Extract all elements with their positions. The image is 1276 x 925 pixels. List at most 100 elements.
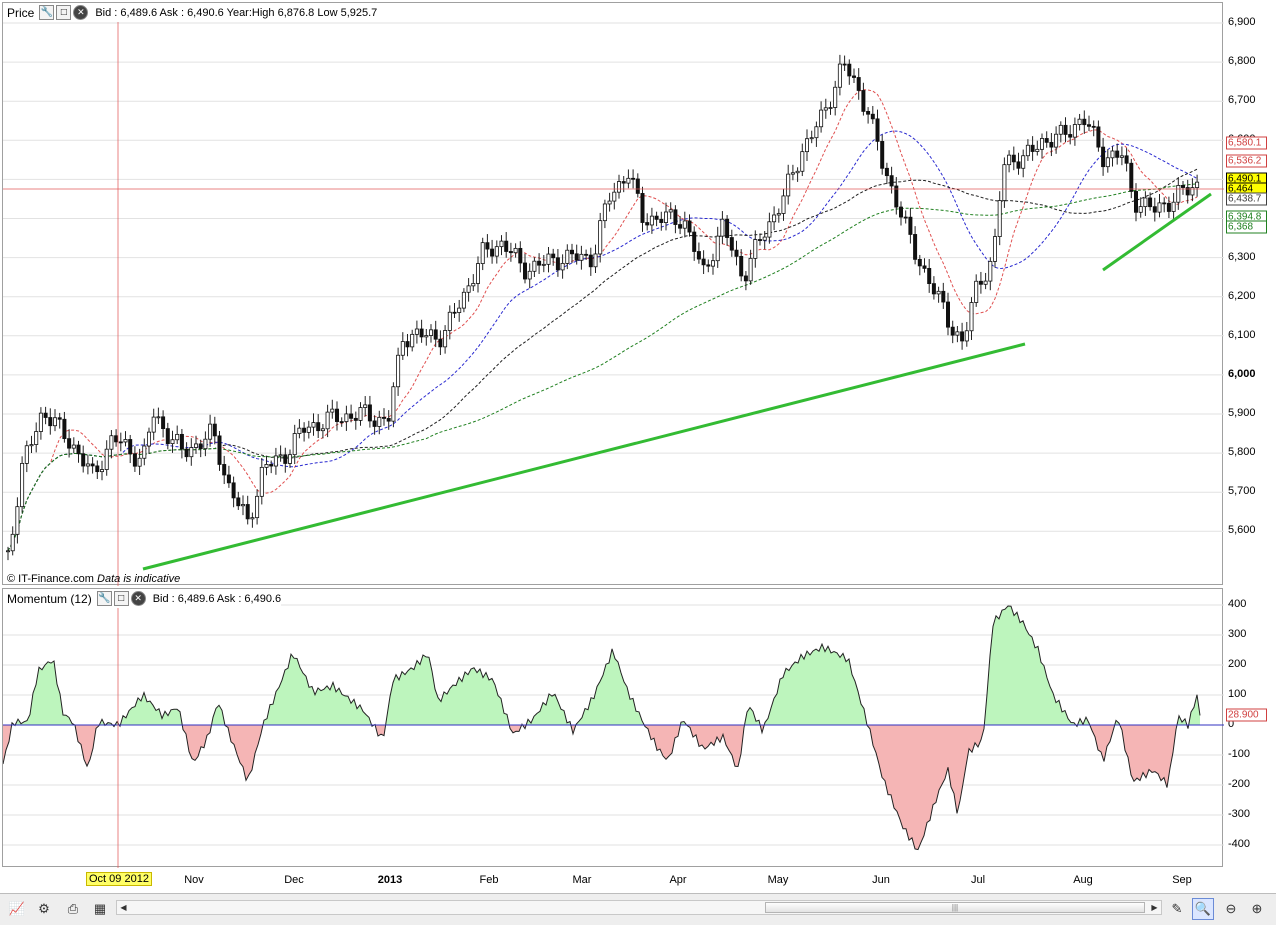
- zoom-fit-icon[interactable]: 🔍: [1192, 898, 1214, 920]
- candle-body: [499, 240, 504, 248]
- candle-body: [734, 249, 739, 257]
- x-axis-label: Apr: [669, 874, 687, 886]
- zoom-out-icon[interactable]: ⊖: [1225, 901, 1237, 916]
- candle-body: [508, 251, 513, 254]
- candle-body: [701, 258, 706, 266]
- candle-body: [1087, 124, 1092, 127]
- candle-body: [819, 109, 824, 128]
- candle-body: [922, 265, 927, 269]
- candle-body: [273, 455, 278, 467]
- candle-body: [809, 137, 814, 140]
- candle-body: [137, 457, 142, 467]
- candle-body: [772, 214, 777, 223]
- candle-body: [617, 181, 622, 193]
- wrench-icon[interactable]: 🔧: [39, 5, 55, 20]
- candle-body: [917, 258, 922, 267]
- candle-body: [1185, 187, 1190, 196]
- candle-body: [1148, 197, 1153, 208]
- price-tick-label: 5,900: [1228, 407, 1256, 419]
- drawing-icon[interactable]: ✎: [1171, 901, 1183, 916]
- candle-body: [894, 185, 899, 208]
- candle-body: [283, 454, 288, 464]
- candle-body: [955, 331, 960, 336]
- chart-icon[interactable]: 📈: [8, 901, 26, 916]
- candle-body: [146, 431, 151, 447]
- candle-body: [1166, 202, 1171, 212]
- candle-body: [711, 260, 716, 267]
- candle-body: [964, 330, 969, 342]
- candle-body: [513, 247, 518, 254]
- candle-body: [978, 280, 983, 285]
- candle-body: [62, 418, 67, 440]
- credit-note: Data is indicative: [97, 573, 181, 585]
- close-icon[interactable]: ✕: [73, 5, 89, 20]
- print-icon[interactable]: ⎙: [67, 901, 79, 916]
- close-icon[interactable]: ✕: [130, 591, 146, 606]
- zoom-in-icon[interactable]: ⊕: [1251, 901, 1263, 916]
- candle-body: [53, 417, 58, 427]
- indicator-icon[interactable]: ⚙: [38, 901, 50, 916]
- candle-body: [100, 469, 105, 473]
- candle-body: [668, 209, 673, 213]
- candle-body: [946, 301, 951, 328]
- price-plot[interactable]: [3, 3, 1224, 586]
- candle-body: [800, 151, 805, 172]
- x-axis-label: 2013: [377, 874, 403, 886]
- momentum-tick-label: 0: [1228, 718, 1235, 730]
- candle-body: [6, 550, 11, 553]
- candle-body: [1195, 181, 1200, 189]
- candle-body: [541, 263, 546, 266]
- x-axis-label: Sep: [1172, 874, 1192, 886]
- candle-body: [814, 126, 819, 139]
- x-axis-label: Dec: [284, 874, 304, 886]
- candle-body: [67, 438, 72, 449]
- candle-body: [762, 236, 767, 241]
- maximize-icon[interactable]: □: [113, 591, 129, 606]
- candle-body: [1152, 206, 1157, 213]
- compare-icon[interactable]: ▦: [93, 901, 107, 916]
- candle-body: [377, 416, 382, 427]
- candle-body: [485, 242, 490, 250]
- momentum-chart-panel[interactable]: Momentum (12) 🔧 □ ✕ Bid : 6,489.6 Ask : …: [2, 588, 1224, 868]
- candle-body: [1040, 138, 1045, 150]
- candle-body: [81, 453, 86, 467]
- price-tick-label: 6,300: [1228, 250, 1256, 263]
- candle-body: [908, 216, 913, 235]
- time-scrollbar[interactable]: ◀ ||| ▶: [116, 900, 1162, 915]
- candle-body: [1105, 157, 1110, 168]
- price-tick-label: 6,800: [1228, 55, 1256, 68]
- scroll-right-icon[interactable]: ▶: [1151, 903, 1158, 912]
- wrench-icon[interactable]: 🔧: [96, 591, 112, 606]
- scrollbar-thumb[interactable]: |||: [765, 902, 1145, 913]
- candle-body: [1181, 185, 1186, 188]
- candle-body: [574, 253, 579, 261]
- candle-body: [795, 170, 800, 174]
- candle-body: [165, 428, 170, 445]
- candle-body: [24, 445, 29, 464]
- candle-body: [1138, 206, 1143, 213]
- momentum-line: [3, 605, 1201, 851]
- candle-body: [231, 482, 236, 499]
- price-y-axis: 6,9006,8006,7006,6006,5006,4006,3006,200…: [1224, 2, 1276, 585]
- candle-body: [1143, 197, 1148, 208]
- momentum-plot[interactable]: [3, 589, 1224, 868]
- price-panel-header: Price 🔧 □ ✕ Bid : 6,489.6 Ask : 6,490.6 …: [3, 3, 378, 22]
- maximize-icon[interactable]: □: [56, 5, 72, 20]
- candle-body: [621, 181, 626, 184]
- candle-body: [10, 533, 15, 552]
- price-chart-panel[interactable]: Price 🔧 □ ✕ Bid : 6,489.6 Ask : 6,490.6 …: [2, 2, 1224, 586]
- candle-body: [823, 107, 828, 111]
- price-tick-label: 5,600: [1228, 524, 1256, 537]
- momentum-tick-label: -100: [1228, 748, 1251, 760]
- candle-body: [419, 328, 424, 338]
- candle-body: [428, 329, 433, 336]
- candle-body: [1021, 155, 1026, 169]
- candle-body: [659, 218, 664, 223]
- ma-long-line: [7, 183, 1198, 552]
- candle-body: [565, 249, 570, 264]
- candle-body: [306, 426, 311, 433]
- scroll-left-icon[interactable]: ◀: [120, 903, 127, 912]
- candle-body: [1096, 126, 1101, 148]
- candle-body: [443, 330, 448, 348]
- candle-body: [114, 435, 119, 443]
